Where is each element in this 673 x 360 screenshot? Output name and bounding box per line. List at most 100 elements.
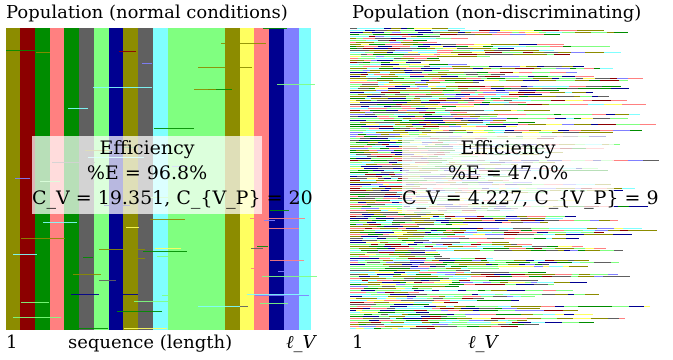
right-segment (468, 102, 482, 103)
right-segment (591, 32, 607, 33)
right-segment (421, 100, 429, 101)
right-segment (529, 130, 541, 131)
right-segment (361, 208, 379, 209)
right-segment (578, 88, 594, 89)
right-segment (406, 98, 414, 99)
right-segment (369, 320, 379, 321)
right-segment (394, 128, 400, 129)
right-segment (470, 94, 478, 95)
right-segment (565, 100, 583, 101)
right-segment (389, 82, 398, 83)
right-segment (615, 114, 629, 115)
right-segment (402, 264, 412, 265)
right-segment (595, 78, 610, 79)
right-segment (643, 160, 659, 161)
right-segment (475, 284, 488, 285)
right-segment (491, 290, 507, 291)
right-segment (400, 48, 417, 49)
right-segment (375, 290, 392, 291)
right-segment (385, 94, 395, 95)
right-segment (428, 270, 440, 271)
right-segment (514, 130, 529, 131)
right-segment (377, 226, 384, 227)
right-segment (360, 110, 370, 111)
right-segment (384, 170, 400, 171)
left-streak (119, 51, 136, 52)
right-segment (440, 270, 456, 271)
right-segment (429, 80, 445, 81)
right-segment (558, 250, 564, 251)
right-segment (513, 72, 519, 73)
right-segment (375, 144, 382, 145)
right-segment (555, 234, 566, 235)
right-segment (402, 240, 415, 241)
right-segment (350, 28, 357, 29)
right-segment (377, 78, 390, 79)
right-segment (524, 324, 539, 325)
right-segment (400, 128, 410, 129)
right-segment (374, 214, 383, 215)
right-segment (589, 80, 600, 81)
right-segment (492, 242, 509, 243)
right-segment (447, 316, 466, 317)
right-segment (445, 110, 453, 111)
right-segment (500, 98, 518, 99)
right-segment (372, 220, 386, 221)
right-segment (443, 130, 449, 131)
right-segment (415, 78, 432, 79)
right-segment (350, 288, 364, 289)
right-segment (388, 158, 394, 159)
right-segment (372, 228, 380, 229)
right-segment (368, 304, 376, 305)
right-segment (375, 114, 394, 115)
right-segment (504, 88, 511, 89)
right-segment (350, 82, 369, 83)
left-column (299, 28, 311, 330)
right-segment (475, 34, 492, 35)
right-segment (461, 120, 468, 121)
right-segment (473, 282, 483, 283)
right-segment (366, 76, 381, 77)
right-segment (562, 104, 570, 105)
right-segment (350, 58, 358, 59)
right-segment (402, 230, 417, 231)
right-segment (408, 34, 423, 35)
right-segment (509, 92, 518, 93)
right-segment (479, 310, 498, 311)
right-segment (467, 266, 486, 267)
right-segment (628, 230, 640, 231)
right-segment (388, 248, 395, 249)
right-segment (565, 92, 572, 93)
right-segment (478, 74, 491, 75)
right-segment (544, 220, 559, 221)
right-segment (402, 36, 411, 37)
right-segment (534, 238, 546, 239)
right-segment (610, 220, 618, 221)
right-segment (395, 124, 412, 125)
right-segment (585, 248, 594, 249)
right-segment (403, 226, 419, 227)
right-segment (562, 66, 573, 67)
right-segment (361, 290, 375, 291)
right-segment (555, 314, 564, 315)
right-segment (350, 94, 358, 95)
right-segment (368, 74, 374, 75)
right-segment (422, 132, 436, 133)
right-segment (425, 252, 438, 253)
right-segment (464, 68, 473, 69)
right-segment (487, 238, 504, 239)
right-segment (509, 94, 524, 95)
right-segment (455, 118, 463, 119)
right-segment (449, 284, 464, 285)
right-segment (350, 186, 362, 187)
right-segment (350, 30, 365, 31)
right-segment (381, 210, 388, 211)
right-segment (486, 264, 492, 265)
right-segment (350, 60, 364, 61)
right-segment (385, 326, 403, 327)
right-segment (417, 86, 428, 87)
right-segment (379, 258, 390, 259)
right-segment (499, 80, 506, 81)
right-segment (416, 274, 431, 275)
right-segment (350, 32, 363, 33)
